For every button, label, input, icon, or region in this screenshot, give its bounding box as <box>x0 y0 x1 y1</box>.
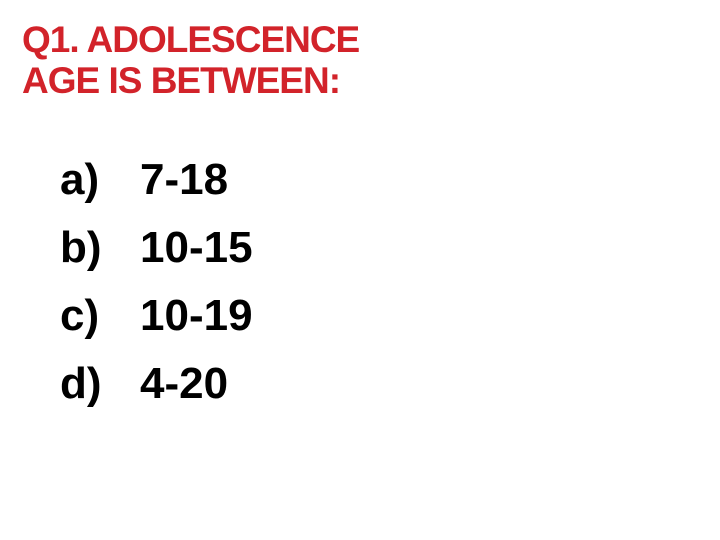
option-value: 4-20 <box>140 359 228 409</box>
option-row: b) 10-15 <box>60 223 253 273</box>
option-row: d) 4-20 <box>60 359 253 409</box>
question-title-line2: AGE IS BETWEEN: <box>22 61 359 102</box>
option-value: 10-15 <box>140 223 253 273</box>
option-label: b) <box>60 223 140 273</box>
option-row: c) 10-19 <box>60 291 253 341</box>
option-value: 10-19 <box>140 291 253 341</box>
option-row: a) 7-18 <box>60 155 253 205</box>
option-label: c) <box>60 291 140 341</box>
option-label: a) <box>60 155 140 205</box>
question-title: Q1. ADOLESCENCE AGE IS BETWEEN: <box>22 20 359 101</box>
options-list: a) 7-18 b) 10-15 c) 10-19 d) 4-20 <box>60 155 253 427</box>
question-title-line1: Q1. ADOLESCENCE <box>22 20 359 61</box>
option-value: 7-18 <box>140 155 228 205</box>
option-label: d) <box>60 359 140 409</box>
